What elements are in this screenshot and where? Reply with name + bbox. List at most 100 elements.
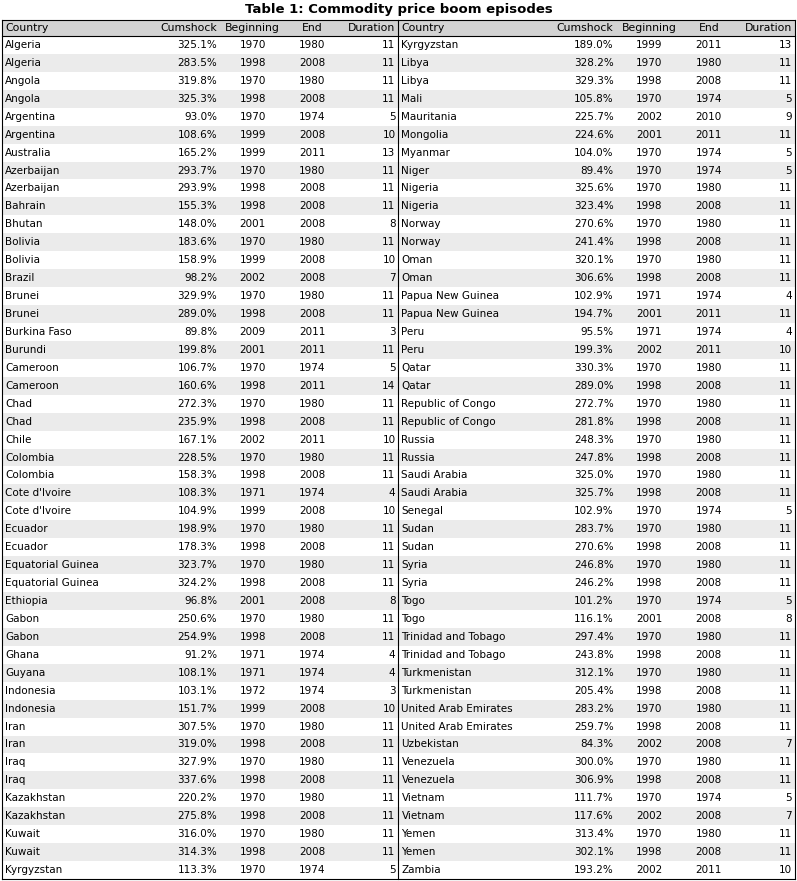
Text: 313.4%: 313.4% — [574, 829, 614, 840]
Text: 1970: 1970 — [240, 722, 266, 731]
Text: 158.3%: 158.3% — [177, 470, 217, 480]
Text: 1980: 1980 — [696, 704, 722, 714]
Bar — [398, 323, 795, 341]
Text: 289.0%: 289.0% — [574, 381, 614, 391]
Text: Brunei: Brunei — [5, 291, 39, 301]
Text: 2011: 2011 — [299, 381, 325, 391]
Text: 270.6%: 270.6% — [574, 542, 614, 552]
Text: 2008: 2008 — [696, 76, 722, 85]
Text: 11: 11 — [779, 775, 792, 785]
Text: 1971: 1971 — [240, 668, 266, 677]
Text: Ghana: Ghana — [5, 650, 39, 660]
Text: 11: 11 — [779, 829, 792, 840]
Text: 11: 11 — [383, 166, 395, 175]
Text: 10: 10 — [779, 865, 792, 875]
Text: 1980: 1980 — [299, 76, 325, 85]
Text: Oman: Oman — [402, 273, 433, 283]
Bar — [2, 663, 398, 682]
Text: 1998: 1998 — [636, 848, 662, 857]
Text: United Arab Emirates: United Arab Emirates — [402, 722, 513, 731]
Text: 329.9%: 329.9% — [177, 291, 217, 301]
Text: 1970: 1970 — [240, 399, 266, 409]
Text: 11: 11 — [383, 202, 395, 211]
Text: 2011: 2011 — [696, 344, 722, 355]
Text: Togo: Togo — [402, 614, 426, 624]
Text: Country: Country — [5, 23, 49, 33]
Bar — [398, 161, 795, 180]
Text: Kuwait: Kuwait — [5, 829, 40, 840]
Bar — [2, 161, 398, 180]
Text: Trinidad and Tobago: Trinidad and Tobago — [402, 650, 506, 660]
Bar — [398, 646, 795, 663]
Text: 1980: 1980 — [696, 668, 722, 677]
Text: 1970: 1970 — [636, 434, 662, 445]
Text: 11: 11 — [383, 58, 395, 68]
Text: United Arab Emirates: United Arab Emirates — [402, 704, 513, 714]
Text: 2008: 2008 — [696, 722, 722, 731]
Bar — [2, 736, 398, 753]
Bar — [2, 197, 398, 215]
Text: 306.9%: 306.9% — [574, 775, 614, 785]
Text: Colombia: Colombia — [5, 470, 54, 480]
Text: 2008: 2008 — [696, 273, 722, 283]
Text: 11: 11 — [779, 76, 792, 85]
Text: 4: 4 — [785, 327, 792, 337]
Bar — [2, 772, 398, 789]
Text: 89.4%: 89.4% — [580, 166, 614, 175]
Text: Indonesia: Indonesia — [5, 704, 56, 714]
Text: Cameroon: Cameroon — [5, 363, 59, 373]
Text: 1970: 1970 — [240, 40, 266, 50]
Text: 11: 11 — [383, 76, 395, 85]
Text: 2008: 2008 — [299, 202, 325, 211]
Text: 1970: 1970 — [240, 291, 266, 301]
Bar — [2, 251, 398, 270]
Text: 1998: 1998 — [240, 632, 266, 642]
Text: 328.2%: 328.2% — [574, 58, 614, 68]
Text: 89.8%: 89.8% — [184, 327, 217, 337]
Bar — [398, 789, 795, 807]
Bar — [2, 412, 398, 431]
Text: 1970: 1970 — [240, 453, 266, 463]
Text: 1998: 1998 — [240, 848, 266, 857]
Text: 2008: 2008 — [696, 578, 722, 588]
Text: 4: 4 — [389, 668, 395, 677]
Text: 329.3%: 329.3% — [574, 76, 614, 85]
Bar — [2, 682, 398, 700]
Text: 13: 13 — [779, 40, 792, 50]
Text: Zambia: Zambia — [402, 865, 441, 875]
Text: Norway: Norway — [402, 237, 441, 248]
Text: Syria: Syria — [402, 578, 428, 588]
Text: 1980: 1980 — [299, 453, 325, 463]
Text: 2002: 2002 — [240, 434, 266, 445]
Text: 1999: 1999 — [240, 255, 266, 265]
Text: Burkina Faso: Burkina Faso — [5, 327, 72, 337]
Text: 316.0%: 316.0% — [178, 829, 217, 840]
Text: Russia: Russia — [402, 434, 435, 445]
Text: 5: 5 — [785, 166, 792, 175]
Bar — [398, 215, 795, 233]
Text: Country: Country — [402, 23, 445, 33]
Bar — [2, 144, 398, 161]
Text: 11: 11 — [779, 758, 792, 767]
Text: 148.0%: 148.0% — [178, 219, 217, 229]
Text: 320.1%: 320.1% — [574, 255, 614, 265]
Text: 11: 11 — [779, 399, 792, 409]
Bar — [398, 341, 795, 359]
Text: 10: 10 — [383, 255, 395, 265]
Bar — [2, 36, 398, 54]
Bar — [398, 126, 795, 144]
Bar — [2, 807, 398, 825]
Text: Venezuela: Venezuela — [402, 775, 455, 785]
Text: 275.8%: 275.8% — [177, 811, 217, 821]
Text: 1974: 1974 — [299, 112, 325, 122]
Text: 1980: 1980 — [696, 524, 722, 534]
Text: 1980: 1980 — [299, 560, 325, 570]
Text: 108.1%: 108.1% — [178, 668, 217, 677]
Text: 11: 11 — [383, 40, 395, 50]
Text: 1998: 1998 — [636, 650, 662, 660]
Text: 14: 14 — [383, 381, 395, 391]
Bar — [398, 395, 795, 412]
Text: 102.9%: 102.9% — [574, 507, 614, 516]
Text: 1980: 1980 — [696, 219, 722, 229]
Text: 1998: 1998 — [240, 58, 266, 68]
